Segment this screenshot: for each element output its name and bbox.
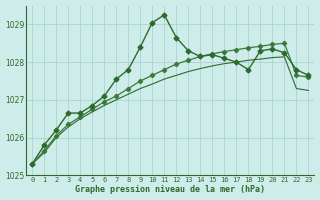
- X-axis label: Graphe pression niveau de la mer (hPa): Graphe pression niveau de la mer (hPa): [75, 185, 265, 194]
